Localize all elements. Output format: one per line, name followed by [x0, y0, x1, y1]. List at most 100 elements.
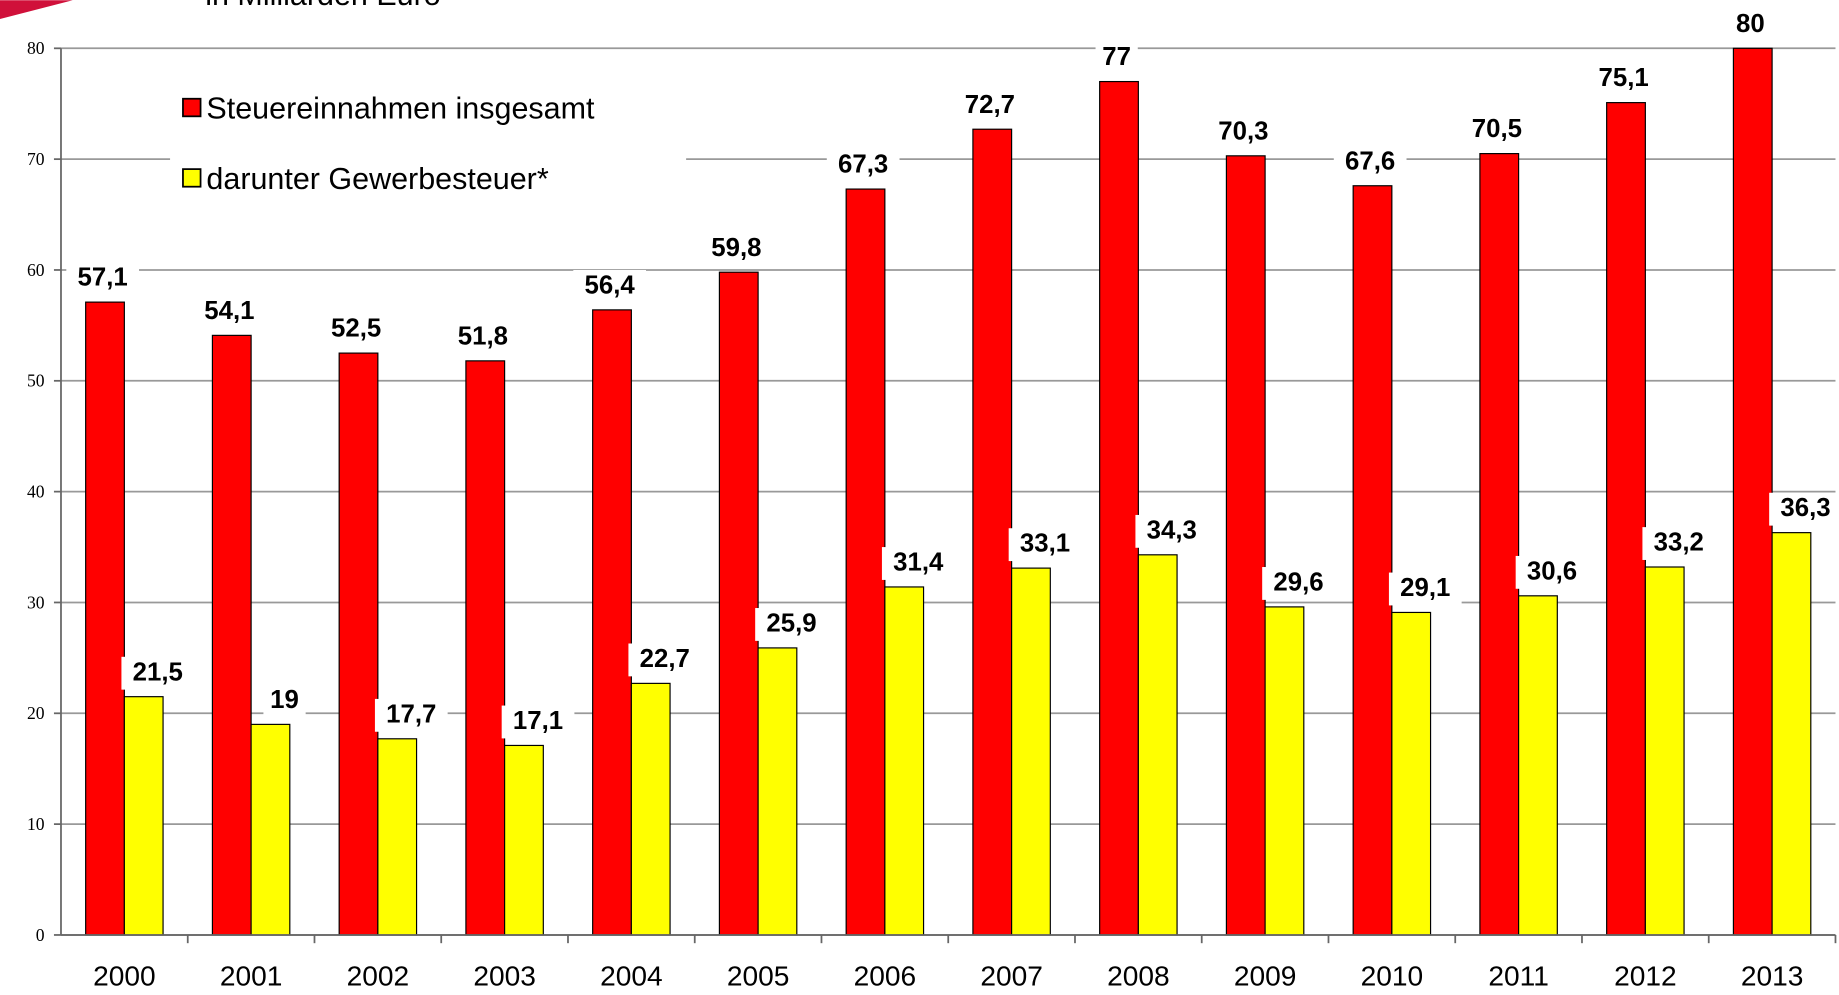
value-label-bg	[1008, 528, 1082, 562]
y-tick-label: 40	[27, 481, 45, 501]
bar	[1099, 80, 1139, 936]
value-label-bg	[1262, 567, 1335, 600]
bar	[250, 723, 291, 936]
x-tick-label: 2004	[600, 960, 663, 991]
bar	[85, 301, 125, 936]
x-tick-label: 2013	[1741, 960, 1804, 991]
y-tick-label: 80	[27, 38, 45, 58]
y-tick-label: 20	[27, 703, 45, 723]
y-tick-label: 70	[27, 149, 45, 169]
bar	[465, 360, 506, 936]
bar	[718, 271, 759, 936]
bar	[630, 682, 671, 936]
y-tick-label: 60	[27, 260, 45, 280]
y-tick-label: 30	[27, 592, 45, 612]
value-label: 31,4	[893, 549, 944, 577]
value-label-bg	[755, 608, 828, 641]
value-label: 72,7	[965, 91, 1015, 119]
bar	[884, 586, 925, 936]
value-label-bg	[374, 698, 448, 732]
bar	[592, 309, 632, 936]
value-label: 34,3	[1147, 516, 1197, 544]
bar	[845, 188, 886, 936]
value-label: 19	[270, 686, 299, 714]
value-label: 36,3	[1780, 494, 1830, 522]
bar	[1137, 554, 1178, 936]
x-tick-label: 2001	[220, 960, 283, 991]
bar	[1732, 47, 1773, 936]
value-label: 67,3	[838, 151, 888, 179]
chart-subtitle: in Milliarden Euro	[205, 0, 441, 12]
legend-bg	[170, 78, 687, 129]
value-label: 56,4	[585, 271, 636, 299]
x-tick-label: 2002	[347, 960, 410, 991]
value-label: 52,5	[331, 315, 381, 343]
x-tick-label: 2012	[1614, 960, 1677, 991]
x-tick-label: 2011	[1488, 960, 1548, 991]
value-label: 25,9	[766, 609, 816, 637]
value-label-bg	[319, 313, 393, 347]
value-label: 30,6	[1527, 557, 1577, 585]
value-label-bg	[501, 705, 575, 739]
bar	[1479, 153, 1520, 936]
value-label: 70,5	[1472, 115, 1522, 143]
value-label: 21,5	[133, 658, 183, 686]
value-label-bg	[1642, 527, 1716, 560]
legend-label: darunter Gewerbesteuer*	[206, 162, 548, 196]
x-tick-label: 2008	[1107, 960, 1170, 991]
y-tick-label: 50	[27, 371, 45, 391]
value-label-bg	[1333, 145, 1407, 179]
value-label-bg	[1135, 514, 1209, 548]
value-label: 75,1	[1599, 64, 1649, 92]
value-label: 33,2	[1654, 529, 1704, 557]
value-label: 80	[1736, 10, 1765, 38]
value-label-bg	[573, 269, 647, 303]
value-label-bg	[1729, 8, 1772, 42]
value-label-bg	[446, 320, 520, 354]
bar	[1771, 532, 1812, 936]
legend-label: Steuereinnahmen insgesamt	[206, 92, 595, 126]
value-label-bg	[700, 232, 773, 266]
value-label-bg	[66, 262, 140, 296]
bar	[1606, 102, 1646, 936]
value-label-bg	[628, 643, 702, 677]
value-label: 51,8	[458, 322, 508, 350]
bar	[1225, 155, 1266, 936]
value-label: 17,7	[386, 700, 436, 728]
value-label: 57,1	[78, 264, 128, 292]
x-tick-label: 2007	[980, 960, 1043, 991]
value-label: 54,1	[204, 297, 254, 325]
value-label-bg	[121, 656, 195, 690]
x-tick-label: 2000	[93, 960, 156, 991]
bar	[338, 352, 379, 936]
bar	[1391, 611, 1432, 936]
y-tick-label: 0	[36, 925, 45, 945]
y-tick-label: 10	[27, 814, 45, 834]
x-tick-label: 2003	[473, 960, 536, 991]
value-label-bg	[1769, 492, 1839, 526]
value-label: 67,6	[1345, 147, 1395, 175]
value-label: 33,1	[1020, 530, 1070, 558]
value-label-bg	[1460, 113, 1534, 147]
bar	[1644, 566, 1685, 936]
bar	[972, 128, 1013, 936]
bar	[757, 647, 798, 936]
value-label: 70,3	[1218, 117, 1268, 145]
value-label-bg	[1207, 115, 1280, 149]
value-label: 29,1	[1400, 574, 1450, 602]
x-tick-label: 2010	[1361, 960, 1424, 991]
value-label-bg	[881, 547, 955, 580]
bar	[504, 744, 544, 936]
x-tick-label: 2006	[854, 960, 917, 991]
value-label-bg	[263, 684, 306, 718]
bar	[211, 334, 252, 936]
value-label: 17,1	[513, 707, 563, 735]
value-label-bg	[1515, 555, 1589, 589]
value-label: 22,7	[640, 645, 690, 673]
logo-shape	[0, 0, 73, 19]
bar	[1518, 595, 1558, 936]
legend-bg	[170, 149, 687, 199]
value-label-bg	[1587, 62, 1661, 96]
value-label-bg	[1388, 572, 1462, 606]
